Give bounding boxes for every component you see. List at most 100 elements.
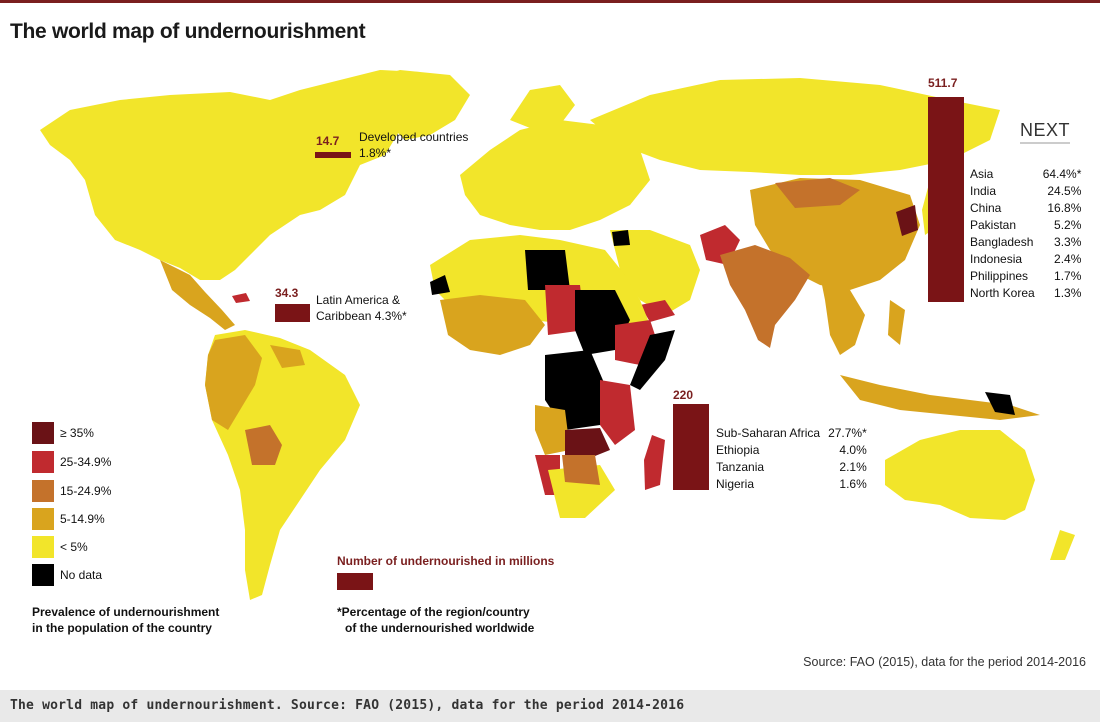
- papua: [985, 392, 1015, 415]
- africa-bar: [673, 404, 709, 490]
- top-accent-bar: [0, 0, 1100, 3]
- asia-row-pct: 24.5%: [1047, 183, 1082, 198]
- key-footnote-line1: *Percentage of the region/country: [337, 605, 530, 619]
- southeast-asia: [820, 275, 865, 355]
- africa-row-pct: 1.6%: [839, 476, 867, 491]
- north-america: [40, 70, 440, 280]
- key-bar: [337, 573, 373, 590]
- asia-row-pct: 1.3%: [1054, 285, 1082, 300]
- developed-pct: 1.8%*: [359, 146, 392, 160]
- legend-label: 5-14.9%: [60, 512, 105, 526]
- latam-value: 34.3: [275, 286, 299, 300]
- libya: [525, 250, 570, 290]
- key-footnote-line2: of the undernourished worldwide: [345, 621, 535, 635]
- asia-row: Indonesia 2.4%: [970, 250, 1081, 267]
- asia-row-name: Pakistan: [970, 217, 1017, 232]
- caption-bar: The world map of undernourishment. Sourc…: [0, 690, 1100, 722]
- africa-row: Ethiopia 4.0%: [716, 441, 867, 458]
- europe: [460, 120, 650, 230]
- legend-swatch: [32, 508, 54, 530]
- new-zealand: [1050, 530, 1075, 560]
- africa-row: Nigeria 1.6%: [716, 475, 867, 492]
- greenland: [360, 70, 470, 140]
- asia-row: Asia 64.4%*: [970, 165, 1081, 182]
- asia-row-pct: 16.8%: [1047, 200, 1082, 215]
- africa-value: 220: [673, 388, 694, 402]
- asia-row-pct: 1.7%: [1054, 268, 1082, 283]
- legend-item: No data: [32, 564, 102, 586]
- legend-item: 25-34.9%: [32, 451, 111, 473]
- legend-swatch: [32, 451, 54, 473]
- page-title: The world map of undernourishment: [10, 20, 366, 43]
- africa-row-pct: 4.0%: [839, 442, 867, 457]
- west-africa: [440, 295, 545, 355]
- asia-row-pct: 2.4%: [1054, 251, 1082, 266]
- africa-row-name: Ethiopia: [716, 442, 760, 457]
- legend-label: 25-34.9%: [60, 455, 112, 469]
- north-korea: [896, 205, 918, 236]
- latam-label: Latin America & Caribbean 4.3%*: [316, 292, 407, 324]
- legend-swatch: [32, 480, 54, 502]
- developed-value: 14.7: [316, 134, 340, 148]
- australia: [885, 430, 1035, 520]
- developed-name: Developed countries: [359, 130, 469, 144]
- madagascar: [644, 435, 665, 490]
- asia-row: India 24.5%: [970, 182, 1081, 199]
- asia-row-name: India: [970, 183, 997, 198]
- developed-bar: [315, 152, 351, 158]
- russia: [590, 78, 1000, 175]
- western-sahara: [430, 275, 450, 295]
- africa-row-pct: 27.7%*: [828, 425, 867, 440]
- legend-caption-line1: Prevalence of undernourishment: [32, 605, 220, 619]
- zimbabwe-region: [562, 455, 600, 485]
- asia-row-pct: 3.3%: [1054, 234, 1082, 249]
- africa-table: Sub-Saharan Africa 27.7%* Ethiopia 4.0% Ta…: [716, 424, 867, 492]
- asia-row-name: Asia: [970, 166, 994, 181]
- legend-item: ≥ 35%: [32, 422, 94, 444]
- legend-item: 5-14.9%: [32, 508, 105, 530]
- asia-row: China 16.8%: [970, 199, 1081, 216]
- legend-item: < 5%: [32, 536, 88, 558]
- africa-row-name: Nigeria: [716, 476, 755, 491]
- latam-name-line2: Caribbean 4.3%*: [316, 309, 407, 323]
- africa-row-pct: 2.1%: [839, 459, 867, 474]
- caribbean: [232, 293, 250, 303]
- legend-swatch: [32, 564, 54, 586]
- legend-item: 15-24.9%: [32, 480, 111, 502]
- somalia: [630, 330, 675, 390]
- africa-row: Sub-Saharan Africa 27.7%*: [716, 424, 867, 441]
- asia-row-name: Indonesia: [970, 251, 1023, 266]
- legend-swatch: [32, 422, 54, 444]
- iraq-syria: [612, 230, 630, 246]
- africa-row-name: Tanzania: [716, 459, 765, 474]
- asia-bar: [928, 97, 964, 302]
- legend-label: No data: [60, 568, 103, 582]
- africa-row: Tanzania 2.1%: [716, 458, 867, 475]
- asia-row: Philippines 1.7%: [970, 267, 1081, 284]
- asia-row: Bangladesh 3.3%: [970, 233, 1081, 250]
- asia-row-name: Bangladesh: [970, 234, 1034, 249]
- andes-region: [205, 335, 262, 430]
- india: [720, 245, 810, 348]
- source-note: Source: FAO (2015), data for the period …: [803, 655, 1086, 669]
- asia-row-pct: 64.4%*: [1042, 166, 1082, 181]
- central-america: [160, 260, 235, 330]
- asia-table: Asia 64.4%* India 24.5% China 16.8% Pakista…: [970, 165, 1081, 301]
- legend-label: ≥ 35%: [60, 426, 94, 440]
- philippines: [888, 300, 905, 345]
- mongolia: [775, 178, 860, 208]
- legend-swatch: [32, 536, 54, 558]
- legend-caption: Prevalence of undernourishment in the po…: [32, 604, 219, 636]
- bolivia: [245, 425, 282, 465]
- yemen: [640, 300, 675, 322]
- next-link[interactable]: NEXT: [1020, 120, 1071, 144]
- asia-value: 511.7: [928, 76, 958, 90]
- asia-row: North Korea 1.3%: [970, 284, 1081, 301]
- key-footnote: *Percentage of the region/country of the…: [337, 604, 534, 636]
- angola: [535, 405, 570, 455]
- southern-africa-mid: [565, 428, 610, 460]
- legend-label: < 5%: [60, 540, 88, 554]
- latam-name-line1: Latin America &: [316, 293, 401, 307]
- asia-row-pct: 5.2%: [1054, 217, 1082, 232]
- asia-row-name: China: [970, 200, 1002, 215]
